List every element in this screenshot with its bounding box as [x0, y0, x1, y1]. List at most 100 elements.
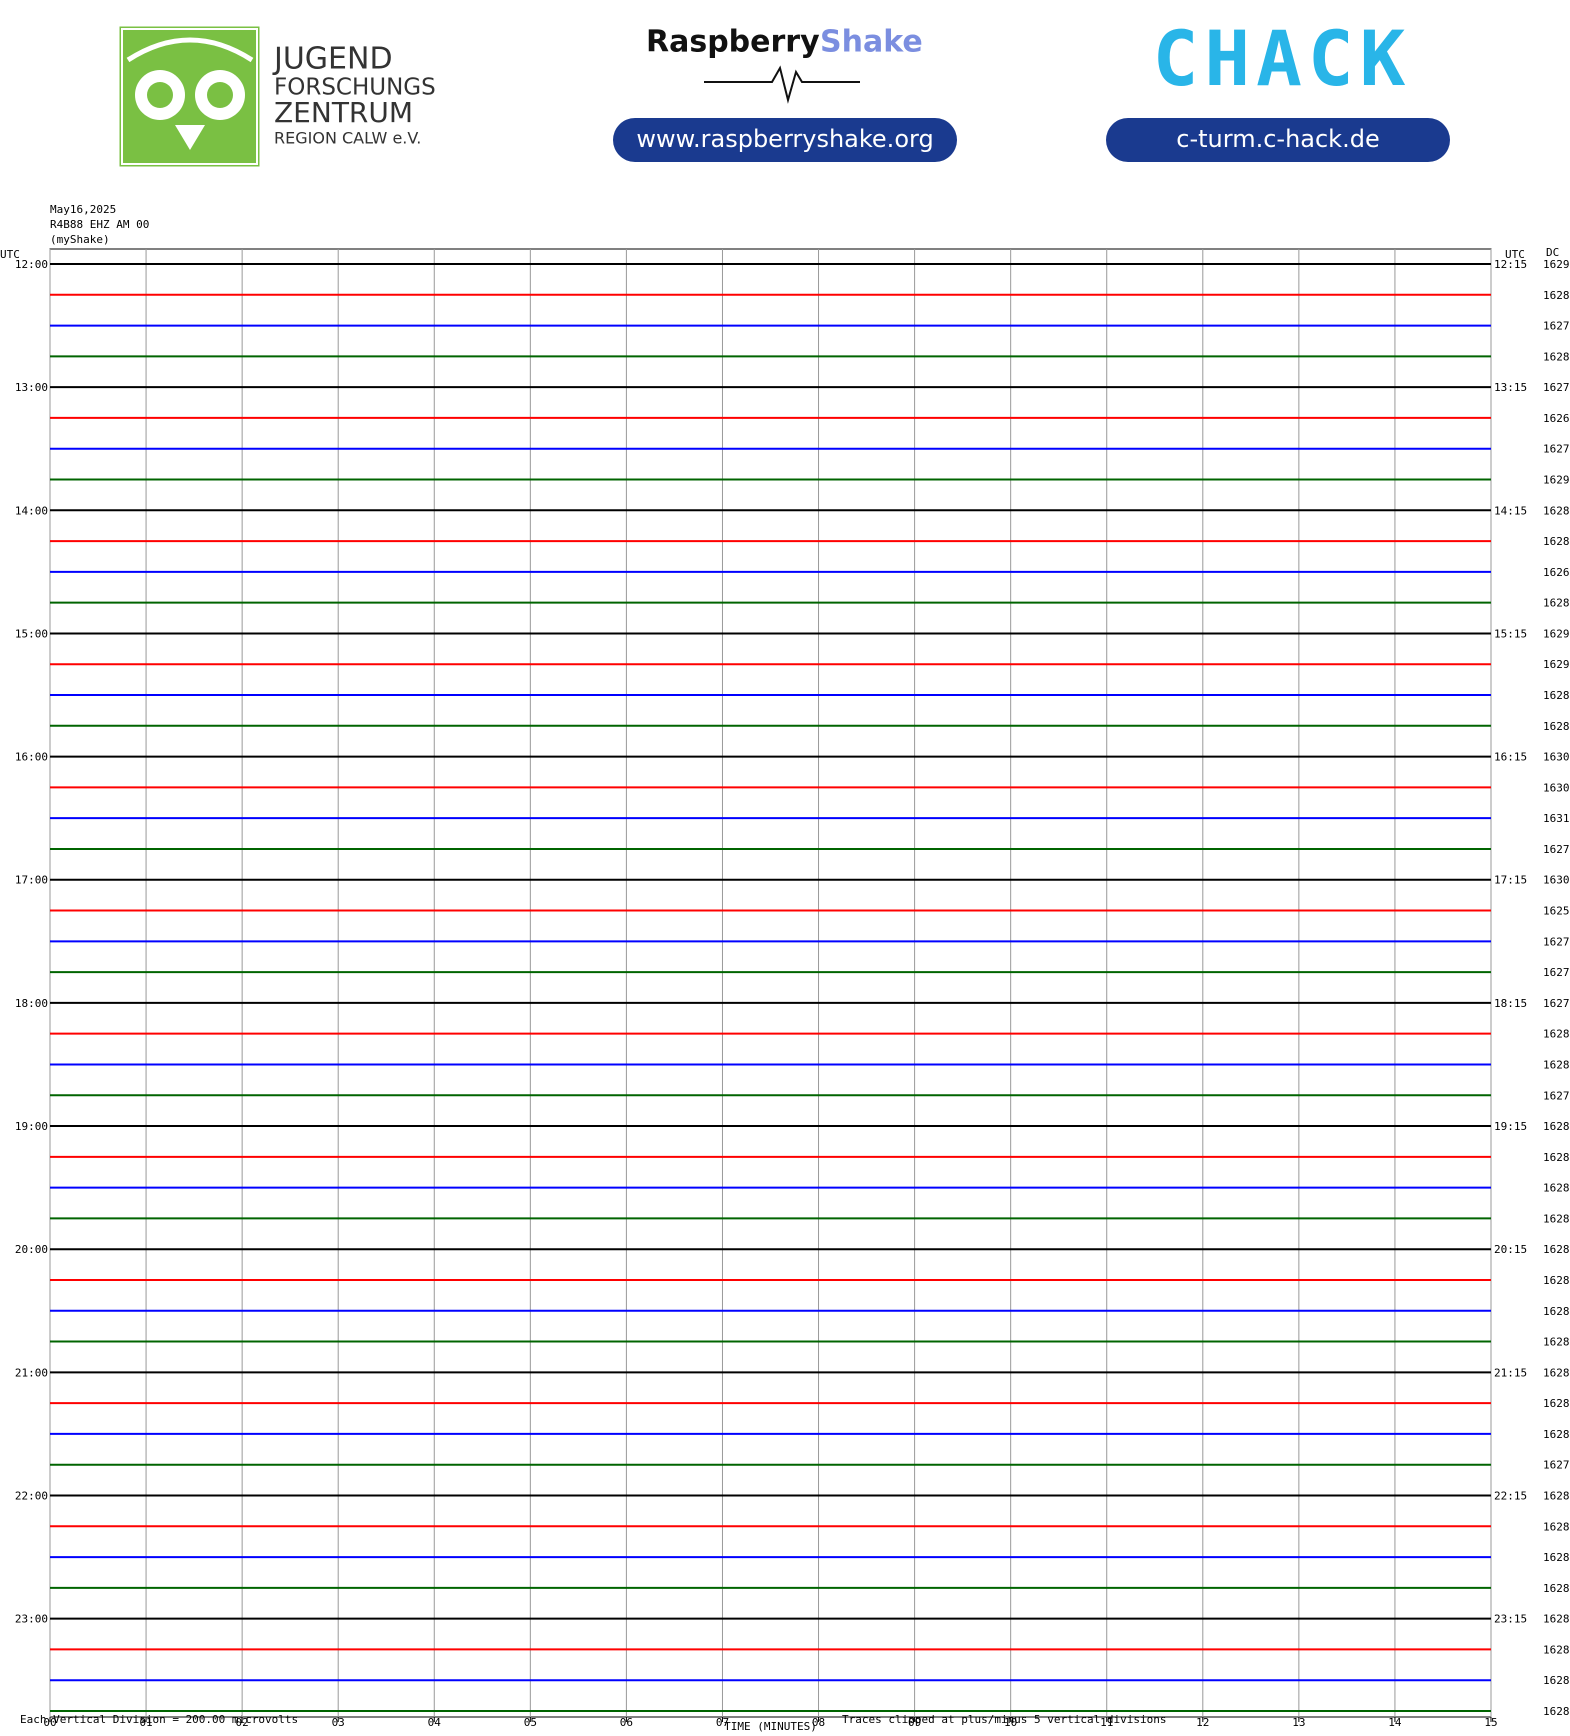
x-axis-label: TIME (MINUTES): [724, 1720, 817, 1732]
dc-value: 16287: [1543, 720, 1570, 733]
x-tick-label: 03: [332, 1716, 345, 1729]
dc-value: 16287: [1543, 1582, 1570, 1595]
x-tick-label: 08: [812, 1716, 825, 1729]
row-label-left: 20:00: [15, 1243, 48, 1256]
x-tick-label: 02: [236, 1716, 249, 1729]
x-tick-label: 05: [524, 1716, 537, 1729]
chack-pill: [1106, 118, 1450, 162]
dc-value: 16295: [1543, 627, 1570, 640]
dc-value: 16278: [1543, 935, 1570, 948]
station-line: R4B88 EHZ AM 00: [50, 218, 149, 231]
clip-note: Traces clipped at plus/minus 5 vertical …: [842, 1713, 1167, 1726]
dc-value: 16268: [1543, 566, 1570, 579]
row-label-left: 14:00: [15, 504, 48, 517]
dc-value: 16279: [1543, 443, 1570, 456]
row-label-right: 19:15: [1494, 1120, 1527, 1133]
row-label-right: 17:15: [1494, 874, 1527, 887]
axis-title: UTC: [1505, 248, 1525, 261]
dc-value: 16280: [1543, 1366, 1570, 1379]
org-text: REGION CALW e.V.: [274, 129, 421, 148]
row-label-left: 12:00: [15, 258, 48, 271]
dc-value: 16280: [1543, 535, 1570, 548]
row-label-left: 19:00: [15, 1120, 48, 1133]
dc-value: 16277: [1543, 381, 1570, 394]
dc-value: 16284: [1543, 1428, 1570, 1441]
dc-value: 16289: [1543, 350, 1570, 363]
row-label-right: 14:15: [1494, 504, 1527, 517]
dc-value: 16287: [1543, 1489, 1570, 1502]
axis-title: UTC: [0, 248, 20, 261]
dc-value: 16288: [1543, 689, 1570, 702]
x-tick-label: 09: [908, 1716, 921, 1729]
row-label-left: 13:00: [15, 381, 48, 394]
dc-value: 16280: [1543, 1151, 1570, 1164]
dc-value: 16285: [1543, 1305, 1570, 1318]
station-line: (myShake): [50, 233, 110, 246]
dc-value: 16300: [1543, 874, 1570, 887]
dc-value: 16255: [1543, 905, 1570, 918]
row-label-right: 12:15: [1494, 258, 1527, 271]
dc-value: 16272: [1543, 320, 1570, 333]
scale-note: Each Vertical Division = 200.00 microvol…: [20, 1713, 298, 1726]
dc-value: 16286: [1543, 504, 1570, 517]
row-label-left: 23:00: [15, 1613, 48, 1626]
dc-value: 16313: [1543, 812, 1570, 825]
row-label-left: 15:00: [15, 627, 48, 640]
dc-value: 16309: [1543, 751, 1570, 764]
dc-value: 16285: [1543, 1397, 1570, 1410]
dc-value: 16279: [1543, 966, 1570, 979]
row-label-left: 17:00: [15, 874, 48, 887]
row-label-right: 16:15: [1494, 751, 1527, 764]
dc-value: 16283: [1543, 1120, 1570, 1133]
row-label-right: 13:15: [1494, 381, 1527, 394]
rs-name: Raspberry: [646, 25, 820, 60]
dc-value: 16290: [1543, 474, 1570, 487]
x-tick-label: 11: [1100, 1716, 1113, 1729]
row-label-left: 22:00: [15, 1489, 48, 1502]
dc-value: 16277: [1543, 843, 1570, 856]
row-label-right: 20:15: [1494, 1243, 1527, 1256]
row-label-right: 18:15: [1494, 997, 1527, 1010]
x-tick-label: 00: [43, 1716, 56, 1729]
dc-value: 16282: [1543, 1182, 1570, 1195]
rs-name: Shake: [820, 25, 923, 60]
dc-value: 16285: [1543, 1028, 1570, 1041]
chack-url: c-turm.c-hack.de: [1176, 125, 1379, 153]
station-line: May16,2025: [50, 203, 116, 216]
dc-value: 16286: [1543, 1613, 1570, 1626]
dc-value: 16285: [1543, 1274, 1570, 1287]
dc-value: 16288: [1543, 1705, 1570, 1718]
dc-value: 16269: [1543, 412, 1570, 425]
jfz-logo: [119, 26, 260, 167]
plot-frame: [49, 248, 1492, 1718]
x-tick-label: 07: [716, 1716, 729, 1729]
row-label-left: 21:00: [15, 1366, 48, 1379]
row-label-right: 21:15: [1494, 1366, 1527, 1379]
row-label-left: 16:00: [15, 751, 48, 764]
x-tick-label: 10: [1004, 1716, 1017, 1729]
x-tick-label: 15: [1484, 1716, 1497, 1729]
rs-url: www.raspberryshake.org: [636, 125, 933, 153]
dc-value: 16285: [1543, 1336, 1570, 1349]
dc-value: 16283: [1543, 597, 1570, 610]
x-tick-label: 06: [620, 1716, 633, 1729]
dc-value: 16278: [1543, 1459, 1570, 1472]
rs-pill: [613, 118, 957, 162]
row-label-right: 15:15: [1494, 627, 1527, 640]
dc-value: 16300: [1543, 781, 1570, 794]
x-tick-label: 14: [1388, 1716, 1402, 1729]
org-text: JUGEND: [272, 42, 393, 77]
row-label-right: 22:15: [1494, 1489, 1527, 1502]
org-text: FORSCHUNGS: [274, 75, 436, 101]
row-label-right: 23:15: [1494, 1613, 1527, 1626]
dc-value: 16284: [1543, 1058, 1570, 1071]
x-tick-label: 12: [1196, 1716, 1209, 1729]
dc-title: DC: [1546, 246, 1559, 259]
org-text: ZENTRUM: [274, 96, 413, 129]
dc-value: 16282: [1543, 1520, 1570, 1533]
dc-value: 16277: [1543, 1089, 1570, 1102]
